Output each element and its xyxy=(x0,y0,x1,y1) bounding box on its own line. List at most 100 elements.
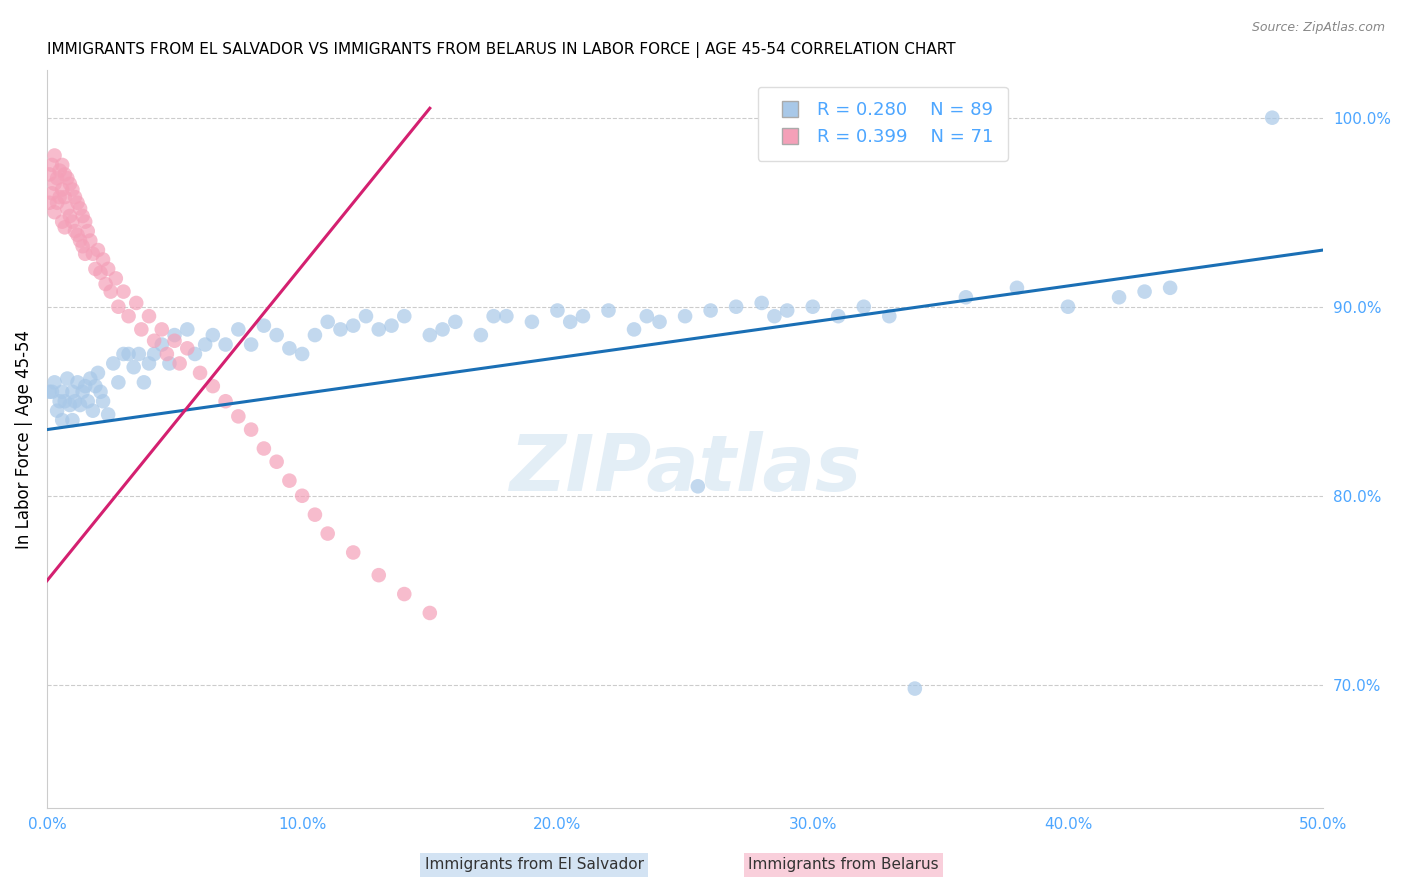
Point xyxy=(394,587,416,601)
Point xyxy=(48,394,70,409)
Point xyxy=(75,379,97,393)
Point xyxy=(59,209,82,223)
Point xyxy=(38,168,60,182)
Point xyxy=(62,214,84,228)
Point xyxy=(228,409,250,424)
Point xyxy=(46,171,69,186)
Point xyxy=(1159,281,1181,295)
Point xyxy=(751,296,773,310)
Point xyxy=(304,328,326,343)
Point xyxy=(122,360,145,375)
Point xyxy=(128,347,150,361)
Point xyxy=(240,423,263,437)
Point xyxy=(598,303,620,318)
Point xyxy=(117,347,139,361)
Point xyxy=(89,266,111,280)
Point xyxy=(91,394,114,409)
Point xyxy=(827,309,849,323)
Point xyxy=(176,341,198,355)
Point xyxy=(38,195,60,210)
Point xyxy=(44,148,66,162)
Point xyxy=(1005,281,1028,295)
Point xyxy=(419,328,441,343)
Point xyxy=(103,356,125,370)
Point xyxy=(69,202,91,216)
Point xyxy=(66,195,89,210)
Point xyxy=(253,442,276,456)
Point xyxy=(763,309,786,323)
Text: Immigrants from Belarus: Immigrants from Belarus xyxy=(748,857,939,872)
Point xyxy=(955,290,977,304)
Point xyxy=(444,315,467,329)
Point xyxy=(201,379,224,393)
Point xyxy=(75,214,97,228)
Point xyxy=(495,309,517,323)
Point xyxy=(66,376,89,390)
Text: IMMIGRANTS FROM EL SALVADOR VS IMMIGRANTS FROM BELARUS IN LABOR FORCE | AGE 45-5: IMMIGRANTS FROM EL SALVADOR VS IMMIGRANT… xyxy=(46,42,956,58)
Point xyxy=(117,309,139,323)
Point xyxy=(636,309,658,323)
Point xyxy=(163,328,186,343)
Point xyxy=(76,224,98,238)
Point xyxy=(41,186,63,201)
Point xyxy=(1133,285,1156,299)
Point xyxy=(240,337,263,351)
Point xyxy=(560,315,582,329)
Point xyxy=(131,322,153,336)
Point xyxy=(63,394,86,409)
Point xyxy=(879,309,901,323)
Point xyxy=(194,337,217,351)
Point xyxy=(41,158,63,172)
Point xyxy=(56,171,79,186)
Point xyxy=(699,303,721,318)
Point xyxy=(75,247,97,261)
Point xyxy=(59,398,82,412)
Point xyxy=(104,271,127,285)
Point xyxy=(94,277,117,291)
Point xyxy=(53,190,76,204)
Point xyxy=(89,384,111,399)
Point xyxy=(673,309,696,323)
Point xyxy=(63,190,86,204)
Point xyxy=(79,234,101,248)
Point xyxy=(432,322,454,336)
Point xyxy=(62,182,84,196)
Point xyxy=(87,366,110,380)
Legend: R = 0.280    N = 89, R = 0.399    N = 71: R = 0.280 N = 89, R = 0.399 N = 71 xyxy=(758,87,1008,161)
Point xyxy=(51,182,73,196)
Point xyxy=(278,474,301,488)
Point xyxy=(394,309,416,323)
Point xyxy=(91,252,114,267)
Point xyxy=(62,384,84,399)
Point xyxy=(623,322,645,336)
Point xyxy=(48,163,70,178)
Point xyxy=(214,337,236,351)
Point xyxy=(69,234,91,248)
Point xyxy=(132,376,155,390)
Point xyxy=(46,195,69,210)
Point xyxy=(63,224,86,238)
Point xyxy=(53,168,76,182)
Point xyxy=(107,300,129,314)
Point xyxy=(266,328,288,343)
Point xyxy=(482,309,505,323)
Point xyxy=(188,366,211,380)
Point xyxy=(44,177,66,191)
Point xyxy=(51,413,73,427)
Point xyxy=(725,300,748,314)
Point xyxy=(84,261,107,276)
Point xyxy=(904,681,927,696)
Point xyxy=(53,220,76,235)
Point xyxy=(342,318,364,333)
Point xyxy=(546,303,568,318)
Point xyxy=(41,384,63,399)
Point xyxy=(278,341,301,355)
Point xyxy=(69,398,91,412)
Point xyxy=(304,508,326,522)
Point xyxy=(138,309,160,323)
Point xyxy=(51,384,73,399)
Point xyxy=(44,376,66,390)
Point xyxy=(97,261,120,276)
Point xyxy=(176,322,198,336)
Point xyxy=(51,158,73,172)
